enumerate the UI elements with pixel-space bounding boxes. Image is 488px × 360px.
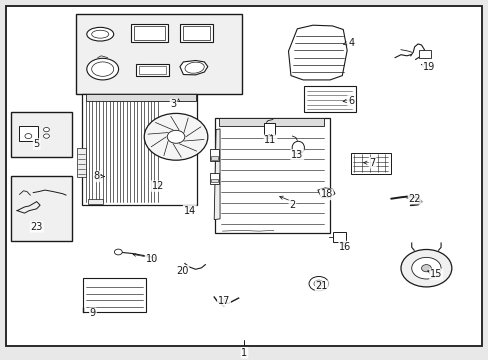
Bar xyxy=(183,26,210,40)
Polygon shape xyxy=(180,60,207,75)
Bar xyxy=(180,24,213,42)
Text: 1: 1 xyxy=(241,348,247,358)
Bar xyxy=(77,148,86,177)
Bar xyxy=(210,149,219,161)
Circle shape xyxy=(25,134,32,139)
Bar xyxy=(219,118,324,126)
Bar xyxy=(88,199,102,204)
Bar xyxy=(83,278,145,312)
Text: 20: 20 xyxy=(176,266,188,276)
Bar xyxy=(136,64,169,76)
Circle shape xyxy=(313,280,323,287)
Circle shape xyxy=(308,276,328,291)
Text: 5: 5 xyxy=(34,139,40,149)
Text: 16: 16 xyxy=(338,242,351,252)
Polygon shape xyxy=(288,25,346,80)
Ellipse shape xyxy=(91,30,108,38)
Text: 13: 13 xyxy=(290,150,303,160)
Text: 14: 14 xyxy=(183,206,196,216)
Ellipse shape xyxy=(291,141,304,154)
Ellipse shape xyxy=(184,62,204,73)
Bar xyxy=(215,118,329,233)
Bar xyxy=(11,176,72,241)
Text: 8: 8 xyxy=(94,171,100,181)
Text: 4: 4 xyxy=(348,38,354,48)
Bar xyxy=(139,66,166,74)
Bar xyxy=(350,153,390,174)
Text: 2: 2 xyxy=(289,200,295,210)
Bar xyxy=(85,94,195,101)
Bar xyxy=(131,24,167,42)
Circle shape xyxy=(421,265,430,272)
Bar xyxy=(332,232,346,242)
Text: 9: 9 xyxy=(90,308,96,318)
Ellipse shape xyxy=(87,58,118,80)
Circle shape xyxy=(43,134,49,138)
Text: 11: 11 xyxy=(264,135,276,145)
Text: 22: 22 xyxy=(407,194,420,204)
Text: 12: 12 xyxy=(151,181,164,191)
Circle shape xyxy=(400,249,451,287)
Bar xyxy=(82,94,197,205)
Text: 15: 15 xyxy=(429,269,442,279)
Text: 21: 21 xyxy=(315,281,327,291)
Bar xyxy=(211,179,218,182)
Bar xyxy=(11,112,72,157)
Circle shape xyxy=(411,257,440,279)
Circle shape xyxy=(43,127,49,132)
Polygon shape xyxy=(317,188,334,198)
Bar xyxy=(418,50,430,58)
Circle shape xyxy=(114,249,122,255)
Text: 18: 18 xyxy=(320,189,332,199)
Bar xyxy=(264,123,274,135)
Bar xyxy=(211,156,218,160)
Ellipse shape xyxy=(92,62,113,76)
Text: 7: 7 xyxy=(369,158,375,168)
Bar xyxy=(134,26,164,40)
Text: 19: 19 xyxy=(422,62,434,72)
Bar xyxy=(19,126,38,141)
Circle shape xyxy=(167,130,184,143)
Polygon shape xyxy=(214,129,220,220)
Text: 23: 23 xyxy=(30,222,43,232)
Text: 6: 6 xyxy=(347,96,353,106)
Bar xyxy=(76,14,242,94)
Circle shape xyxy=(144,113,207,160)
Bar xyxy=(304,86,355,112)
Text: 17: 17 xyxy=(217,296,230,306)
Text: 10: 10 xyxy=(145,254,158,264)
Text: 3: 3 xyxy=(170,99,176,109)
Bar xyxy=(210,173,219,184)
Ellipse shape xyxy=(87,27,113,41)
